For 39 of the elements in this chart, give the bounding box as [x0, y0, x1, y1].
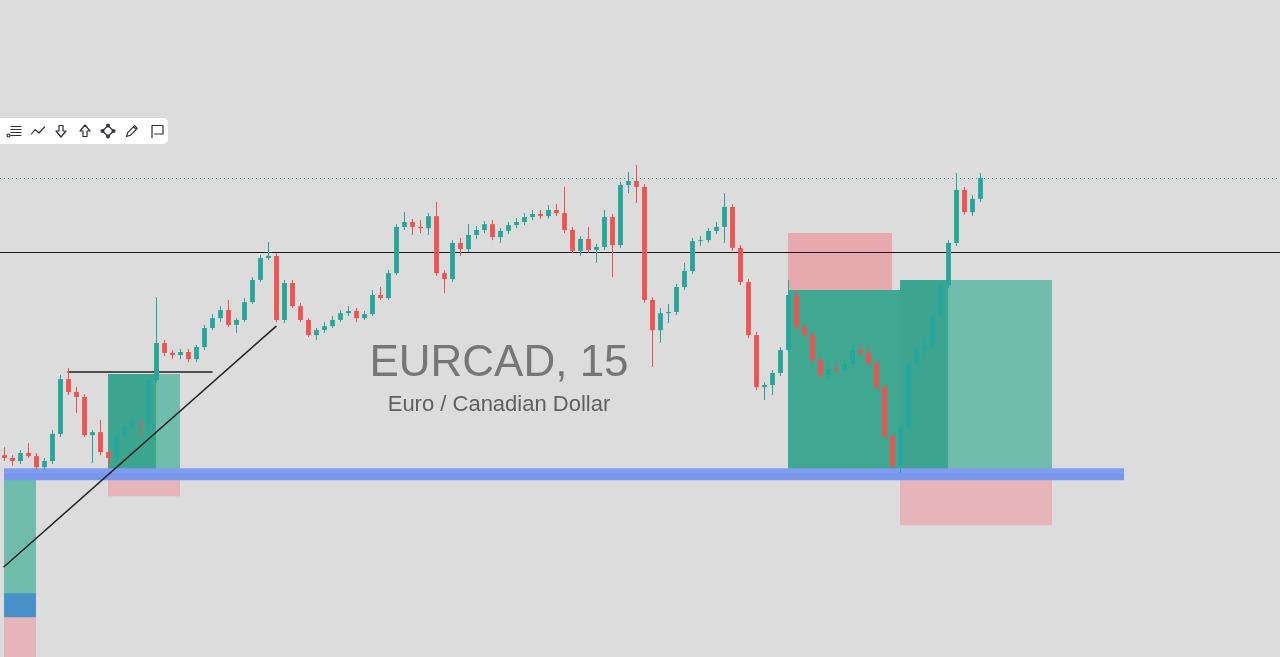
candlestick [290, 279, 295, 309]
candlestick [634, 164, 639, 204]
candlestick [626, 171, 631, 194]
candlestick [306, 317, 311, 338]
candlestick [722, 192, 727, 244]
candlestick [698, 235, 703, 247]
candlestick [258, 254, 263, 283]
text: EURCAD, 15 [368, 336, 630, 385]
candlestick [114, 433, 119, 462]
candlestick [66, 367, 71, 396]
candlestick [586, 226, 591, 254]
text: Euro / Canadian Dollar [386, 391, 612, 416]
candlestick [370, 289, 375, 317]
candlestick [250, 276, 255, 305]
candlestick [594, 243, 599, 264]
candlestick [298, 302, 303, 323]
candlestick [242, 297, 247, 323]
candlestick [770, 369, 775, 396]
candlestick [466, 223, 471, 253]
candlestick [658, 307, 663, 344]
candlestick [138, 419, 143, 437]
candlestick [818, 356, 823, 379]
candlestick [866, 345, 871, 367]
candlestick [962, 186, 967, 216]
candlestick [98, 419, 103, 456]
candlestick [562, 186, 567, 234]
candlestick [682, 262, 687, 291]
candlestick [578, 235, 583, 257]
candlestick [426, 212, 431, 236]
candlestick [90, 429, 95, 464]
candlestick [778, 346, 783, 377]
candlestick [490, 219, 495, 241]
candlestick [970, 194, 975, 217]
candlestick [226, 299, 231, 328]
candlestick [570, 226, 575, 254]
candlestick [202, 324, 207, 351]
candlestick [850, 344, 855, 368]
candlestick [442, 269, 447, 294]
candlestick [74, 386, 79, 414]
